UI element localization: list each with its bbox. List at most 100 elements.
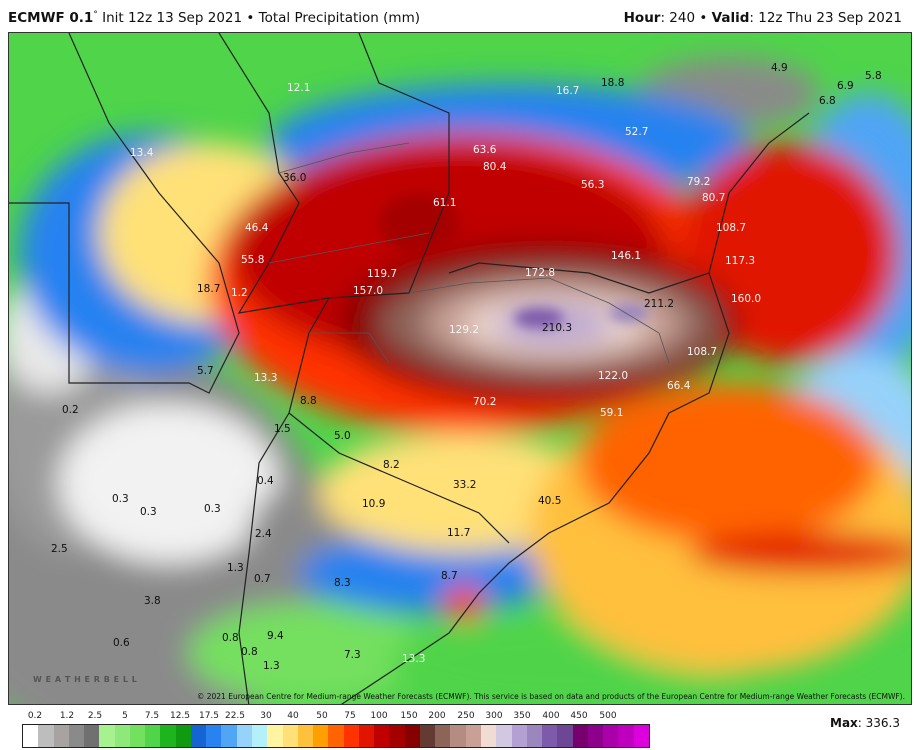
precip-field [9,58,911,704]
precip-value-label: 0.8 [222,632,239,644]
legend-tick: 300 [485,711,503,721]
legend-swatch [313,725,329,747]
legend-swatch [496,725,512,747]
legend-swatch [435,725,451,747]
legend-tick: 40 [287,711,299,721]
valid-value: : 12z Thu 23 Sep 2021 [749,10,902,26]
legend-tick: 400 [542,711,560,721]
precip-value-label: 1.3 [263,660,280,672]
hour-value: : 240 [660,10,696,26]
legend-tick: 500 [599,711,617,721]
legend-swatch [206,725,222,747]
legend-swatch [114,725,130,747]
legend-tick: 12.5 [169,711,191,721]
precip-value-label: 80.7 [702,192,725,204]
precip-value-label: 210.3 [542,322,572,334]
precip-value-label: 0.3 [140,506,157,518]
legend-swatch [419,725,436,747]
legend-swatch [84,725,100,747]
precip-value-label: 80.4 [483,161,507,173]
precip-value-label: 8.3 [334,577,351,589]
precip-value-label: 4.9 [771,62,788,74]
valid-time-header: Hour: 240 • Valid: 12z Thu 23 Sep 2021 [624,10,902,26]
precip-value-label: 10.9 [362,498,385,510]
legend-swatch [23,725,39,747]
legend-swatch [297,725,314,747]
legend-tick: 100 [370,711,388,721]
legend-swatch [572,725,588,747]
precip-value-label: 119.7 [367,268,397,280]
precip-value-label: 0.7 [254,573,271,585]
init-time: Init 12z 13 Sep 2021 [102,10,243,26]
precip-value-label: 66.4 [667,380,691,392]
precip-value-label: 129.2 [449,324,479,336]
legend-tick: 30 [260,711,272,721]
precip-value-label: 2.4 [255,528,272,540]
legend-swatch [129,725,146,747]
legend-swatch [99,725,115,747]
precip-value-label: 211.2 [644,298,674,310]
max-label: Max [830,716,858,730]
legend-tick: 2.5 [87,711,103,721]
legend-swatch [53,725,69,747]
precip-value-label: 55.8 [241,254,264,266]
legend-tick: 0.2 [27,711,43,721]
precip-value-label: 2.5 [51,543,68,555]
precip-value-label: 52.7 [625,126,648,138]
precip-value-label: 146.1 [611,250,641,262]
hour-label: Hour [623,10,661,26]
legend-swatch [542,725,558,747]
precip-value-label: 0.3 [204,503,221,515]
legend-tick: 250 [457,711,475,721]
precip-value-label: 56.3 [581,179,604,191]
max-value: Max: 336.3 [830,716,900,730]
precip-value-label: 8.2 [383,459,400,471]
precip-value-label: 6.8 [819,95,836,107]
legend-swatch [343,725,359,747]
legend-swatch [603,725,619,747]
precip-value-label: 3.8 [144,595,161,607]
legend-swatch [328,725,344,747]
legend-swatch [267,725,283,747]
legend-tick: 22.5 [224,711,246,721]
legend-swatch [404,725,420,747]
legend-swatch [175,725,191,747]
legend-tick: 350 [513,711,531,721]
legend-swatch [618,725,634,747]
precip-value-label: 108.7 [716,222,746,234]
precip-value-label: 172.8 [525,267,555,279]
precip-value-label: 0.3 [112,493,129,505]
precip-value-label: 16.7 [556,85,579,97]
legend-tick: 50 [316,711,328,721]
precip-value-label: 1.3 [227,562,244,574]
legend-swatch [587,725,604,747]
legend-swatch [68,725,85,747]
value-labels: 12.1 16.7 18.8 4.9 5.8 6.96.8 13.4 52.7 63.6 80.4… [51,62,882,672]
legend-tick: 17.5 [198,711,220,721]
precip-value-label: 0.2 [62,404,79,416]
precip-value-label: 18.8 [601,77,624,89]
legend-swatch [358,725,375,747]
product-name: Total Precipitation (mm) [258,10,420,26]
legend-swatch [633,725,649,747]
map-canvas: 12.1 16.7 18.8 4.9 5.8 6.96.8 13.4 52.7 63.6 80.4… [9,33,911,704]
legend-swatch [557,725,573,747]
country-borders [9,33,810,704]
precip-value-label: 79.2 [687,176,710,188]
precip-value-label: 40.5 [538,495,561,507]
legend-swatch [282,725,298,747]
precip-value-label: 12.1 [287,82,310,94]
precip-value-label: 0.8 [241,646,258,658]
legend-swatch [374,725,390,747]
precip-value-label: 0.6 [113,637,130,649]
legend-tick: 5 [122,711,128,721]
precip-value-label: 6.9 [837,80,854,92]
precip-value-label: 157.0 [353,285,383,297]
precip-value-label: 33.2 [453,479,476,491]
precip-value-label: 70.2 [473,396,496,408]
precip-value-label: 13.3 [254,372,277,384]
precip-value-label: 13.3 [402,653,425,665]
precip-value-label: 0.4 [257,475,274,487]
precip-value-label: 108.7 [687,346,717,358]
legend-tick: 7.5 [144,711,160,721]
